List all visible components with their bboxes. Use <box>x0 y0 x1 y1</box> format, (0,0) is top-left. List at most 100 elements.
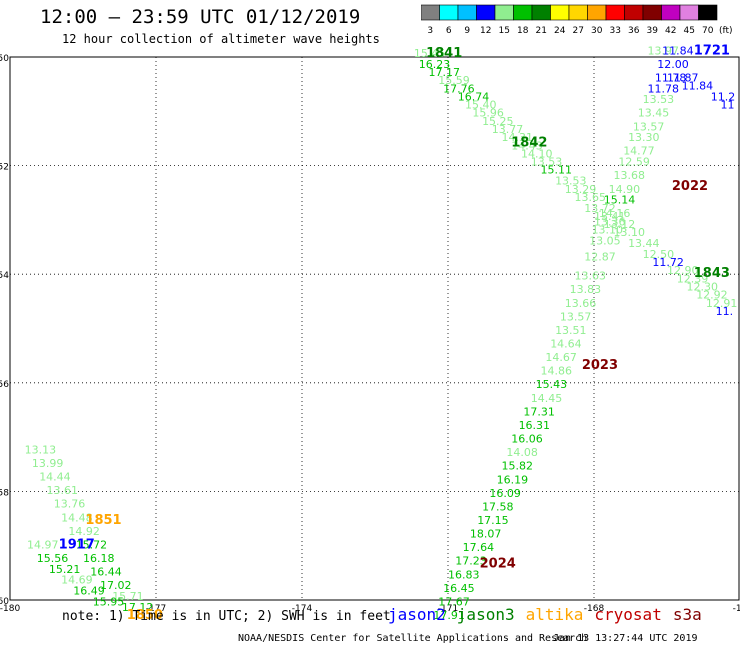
generation-timestamp: Jan 13 13:27:44 UTC 2019 <box>553 633 698 644</box>
track-time-label: 2022 <box>672 179 708 194</box>
wave-height-value: 14.44 <box>39 471 70 484</box>
wave-height-value: 16.23 <box>419 58 451 71</box>
wave-height-value: 16.45 <box>443 582 475 595</box>
x-tick-label: -16 <box>733 604 740 614</box>
y-tick-label: -52 <box>0 163 9 173</box>
colorbar-label: 36 <box>628 26 640 34</box>
wave-height-value: 12.92 <box>696 289 728 302</box>
wave-height-value: 17.91 <box>433 609 465 622</box>
wave-height-value: 16.19 <box>497 473 528 486</box>
wave-height-value: 13.63 <box>575 270 607 283</box>
wave-height-value: 13.30 <box>628 131 660 144</box>
wave-height-value: 15.45 <box>414 47 446 60</box>
legend-entry: cryosat <box>594 605 662 624</box>
satellite-legend: jason2 jason3 altika cryosat s3a <box>388 605 713 624</box>
wave-height-value: 13.13 <box>25 443 56 456</box>
colorbar-label: 15 <box>499 26 510 34</box>
wave-height-value: 15.14 <box>604 194 636 207</box>
colorbar-unit: (ft) <box>719 26 733 34</box>
wave-height-value: 14.69 <box>61 574 93 587</box>
wave-height-value: 15.72 <box>76 538 108 551</box>
wave-height-value: 12.87 <box>584 251 616 264</box>
wave-height-value: 13.51 <box>555 324 587 337</box>
x-tick-label: -180 <box>0 604 20 614</box>
track-time-label: 1842 <box>511 136 547 151</box>
colorbar-label: 39 <box>647 26 659 34</box>
wave-height-value: 17.64 <box>463 541 495 554</box>
wave-height-value: 12.91 <box>706 297 738 310</box>
wave-height-value: 14.43 <box>511 139 543 152</box>
track-time-label: 1843 <box>694 266 730 281</box>
wave-height-value: 15.82 <box>502 460 534 473</box>
colorbar-label: 3 <box>427 26 433 34</box>
wave-height-value: 16.74 <box>458 90 490 103</box>
wave-height-value: 13.61 <box>47 484 79 497</box>
wave-height-value: 11.2 <box>711 90 736 103</box>
wave-height-value: 14.08 <box>506 446 538 459</box>
wave-height-value: 13.53 <box>643 93 675 106</box>
wave-height-value: 13.45 <box>638 107 670 120</box>
colorbar-label: 42 <box>665 26 676 34</box>
wave-height-value: 14.64 <box>550 338 582 351</box>
track-time-label: 1721 <box>694 43 730 58</box>
colorbar-label: 30 <box>591 26 603 34</box>
wave-height-value: 11.78 <box>655 71 687 84</box>
wave-height-value: 14.48 <box>61 511 93 524</box>
wave-height-value: 13.36 <box>594 215 626 228</box>
wave-height-value: 13.53 <box>531 156 563 169</box>
x-tick-label: -171 <box>438 604 458 614</box>
track-time-label: 1841 <box>426 46 462 61</box>
wave-height-value: 17.58 <box>482 500 513 513</box>
y-tick-label: -58 <box>0 488 9 498</box>
wave-height-value: 13.41 <box>594 210 626 223</box>
wave-height-value: 15.40 <box>465 99 497 112</box>
wave-height-value: 16.18 <box>83 552 115 565</box>
wave-height-value: 12.90 <box>667 264 699 277</box>
wave-height-value: 14.10 <box>521 147 553 160</box>
legend-entry: jason2 <box>388 605 446 624</box>
wave-height-value: 11 <box>721 99 735 112</box>
chart-title: 12:00 — 23:59 UTC 01/12/2019 <box>40 6 361 28</box>
wave-height-value: 13.68 <box>613 169 645 182</box>
wave-height-value: 14.45 <box>531 392 563 405</box>
colorbar-label: 6 <box>446 26 452 34</box>
wave-height-value: 12.30 <box>686 280 718 293</box>
colorbar-label: 24 <box>554 26 566 34</box>
wave-height-value: 17.67 <box>438 595 470 608</box>
wave-height-value: 11.78 <box>648 82 680 95</box>
wave-height-value: 13.97 <box>648 44 680 57</box>
legend-entry: altika <box>525 605 584 624</box>
wave-height-value: 14.67 <box>545 351 577 364</box>
wave-height-value: 13.57 <box>633 120 665 133</box>
wave-height-value: 14.90 <box>609 183 641 196</box>
track-time-label: 2023 <box>582 358 618 373</box>
wave-height-value: 16.06 <box>511 433 543 446</box>
chart-subtitle: 12 hour collection of altimeter wave hei… <box>62 32 380 46</box>
colorbar-label: 18 <box>517 26 529 34</box>
legend-entry: s3a <box>672 605 702 624</box>
wave-height-value: 15.25 <box>482 115 513 128</box>
y-tick-label: -50 <box>0 54 9 64</box>
track-time-label: 1851 <box>85 513 121 528</box>
wave-height-value: 15.21 <box>49 563 81 576</box>
wave-height-value: 13.83 <box>570 283 602 296</box>
colorbar-label: 27 <box>573 26 584 34</box>
wave-height-value: 13.57 <box>560 310 592 323</box>
wave-height-value: 13.10 <box>613 226 645 239</box>
wave-height-value: 15.43 <box>536 378 568 391</box>
colorbar-label: 21 <box>536 26 547 34</box>
track-time-label: 2024 <box>480 556 516 571</box>
x-tick-label: -174 <box>292 604 313 614</box>
wave-height-value: 13.76 <box>54 498 86 511</box>
x-tick-label: -177 <box>146 604 166 614</box>
colorbar-label: 33 <box>610 26 621 34</box>
wave-height-value: 14.86 <box>540 365 572 378</box>
wave-height-value: 14.16 <box>599 207 631 220</box>
wave-height-value: 13.77 <box>492 123 524 136</box>
wave-height-value: 13.29 <box>565 183 597 196</box>
wave-height-value: 14.92 <box>68 525 100 538</box>
wave-height-value: 15.56 <box>37 552 68 565</box>
wave-height-value: 12.59 <box>618 156 650 169</box>
wave-height-value: 11.84 <box>682 80 714 93</box>
wave-height-value: 17.02 <box>100 579 131 592</box>
